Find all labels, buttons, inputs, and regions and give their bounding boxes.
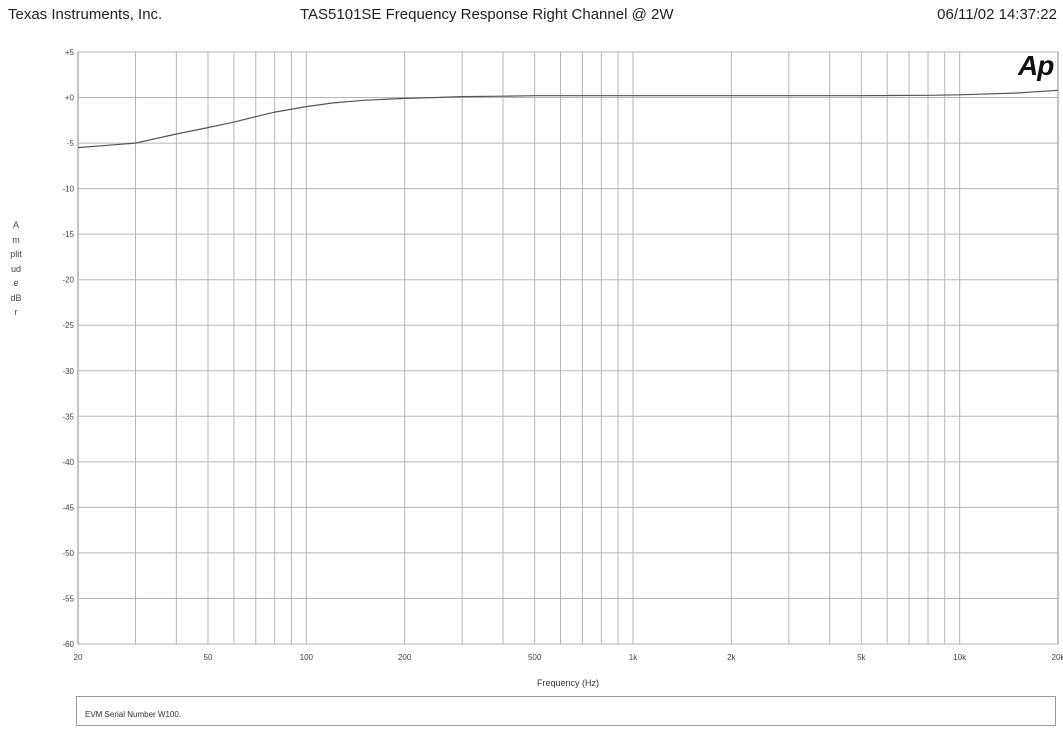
plot-frame xyxy=(78,52,1058,644)
x-tick-label: 500 xyxy=(528,653,542,662)
y-tick-label: -55 xyxy=(62,594,74,603)
x-tick-label: 100 xyxy=(300,653,314,662)
y-tick-label: +5 xyxy=(65,48,75,57)
x-tick-label: 5k xyxy=(857,653,866,662)
x-tick-label: 2k xyxy=(727,653,736,662)
y-tick-label: -20 xyxy=(62,276,74,285)
y-tick-label: +0 xyxy=(65,94,75,103)
series-line xyxy=(78,90,1058,147)
x-tick-label: 10k xyxy=(953,653,967,662)
y-tick-label: -40 xyxy=(62,458,74,467)
y-tick-label: -5 xyxy=(67,139,75,148)
x-tick-label: 20 xyxy=(74,653,83,662)
ap-logo: Ap xyxy=(1018,50,1053,82)
y-tick-label: -10 xyxy=(62,185,74,194)
x-axis-label: Frequency (Hz) xyxy=(537,678,599,688)
y-tick-label: -15 xyxy=(62,230,74,239)
x-tick-label: 1k xyxy=(629,653,638,662)
y-tick-label: -60 xyxy=(62,640,74,649)
y-tick-label: -30 xyxy=(62,367,74,376)
notes-text: EVM Serial Number W100. xyxy=(85,710,181,719)
x-tick-label: 50 xyxy=(204,653,213,662)
y-tick-label: -35 xyxy=(62,412,74,421)
notes-box: EVM Serial Number W100. xyxy=(76,696,1056,726)
x-tick-label: 20k xyxy=(1052,653,1063,662)
y-tick-label: -50 xyxy=(62,549,74,558)
y-tick-label: -25 xyxy=(62,321,74,330)
y-axis-label: Amplitude dBr xyxy=(10,218,22,320)
x-tick-label: 200 xyxy=(398,653,412,662)
y-tick-label: -45 xyxy=(62,503,74,512)
